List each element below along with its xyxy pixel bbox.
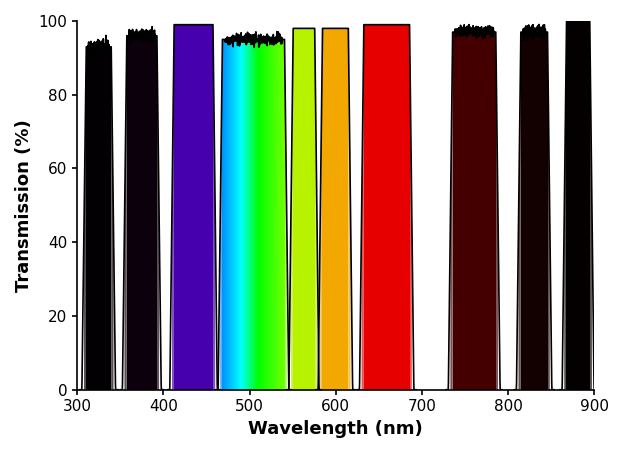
Y-axis label: Transmission (%): Transmission (%): [15, 119, 33, 292]
X-axis label: Wavelength (nm): Wavelength (nm): [248, 420, 423, 438]
